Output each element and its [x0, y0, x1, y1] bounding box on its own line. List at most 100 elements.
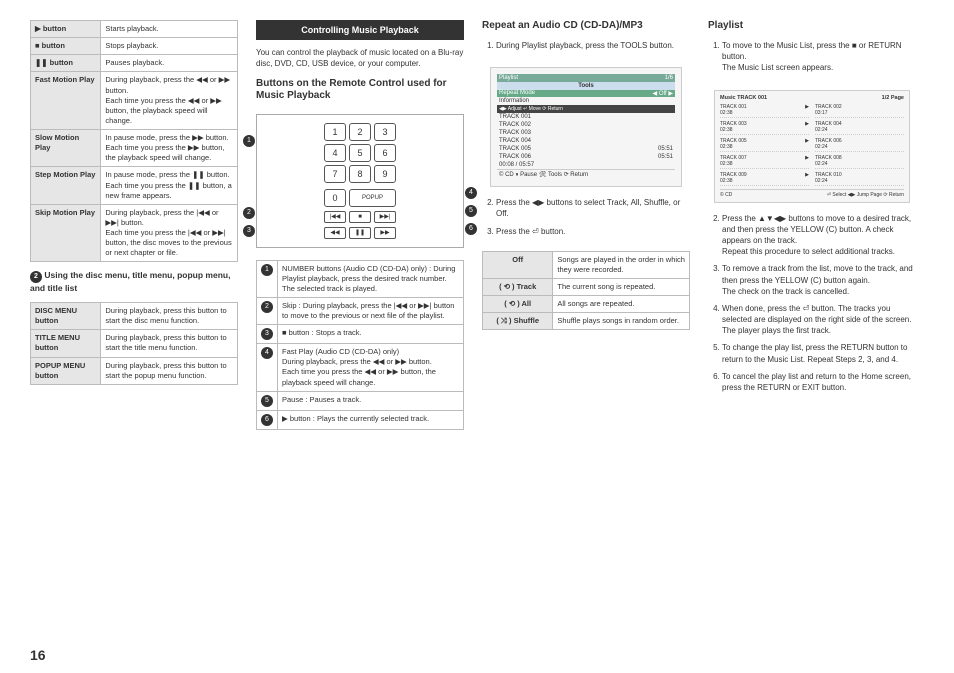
tools-screen-mock: Playlist1/6 Tools Repeat Mode◀ Off ▶ Inf…	[490, 67, 682, 187]
callout-desc: Skip : During playback, press the |◀◀ or…	[278, 297, 464, 324]
remote-ctrl-key: ▶▶	[374, 227, 396, 239]
controlling-music-heading: Controlling Music Playback	[256, 20, 464, 40]
tl-track-name: TRACK 01002:24	[815, 172, 842, 184]
screen-track: TRACK 002	[499, 122, 531, 128]
screen-track: TRACK 003	[499, 130, 531, 136]
screen-hint: ◀▶ Adjust ↵ Move ⟳ Return	[499, 106, 563, 112]
column-4: Playlist To move to the Music List, pres…	[708, 20, 916, 430]
remote-key-4: 4	[324, 144, 346, 162]
screen-track: TRACK 004	[499, 138, 531, 144]
screen-playlist-label: Playlist	[499, 75, 518, 81]
remote-key-8: 8	[349, 165, 371, 183]
callout-desc: Fast Play (Audio CD (CD-DA) only) During…	[278, 344, 464, 392]
remote-ctrl-key: ▶▶|	[374, 211, 396, 223]
repeat-mode-label: Off	[483, 251, 553, 278]
playback-row-desc: During playback, press the |◀◀ or ▶▶| bu…	[101, 204, 238, 262]
screen-timebar: 00:08 / 05:57	[499, 162, 534, 168]
column-1: ▶ button Starts playback.■ button Stops …	[30, 20, 238, 430]
tl-footer-r: ⏎ Select ◀▶ Jump Page ⟳ Return	[827, 192, 904, 198]
callout-2: 2	[243, 207, 255, 219]
remote-key-1: 1	[324, 123, 346, 141]
playback-row-desc: In pause mode, press the ▶▶ button. Each…	[101, 130, 238, 167]
tl-track-name: TRACK 00502:38	[720, 138, 747, 150]
repeat-steps-23: Press the ◀▶ buttons to select Track, Al…	[482, 197, 690, 243]
screen-track-time: 05:51	[658, 154, 673, 160]
callout-6: 6	[465, 223, 477, 235]
remote-key-9: 9	[374, 165, 396, 183]
repeat-step-1: During Playlist playback, press the TOOL…	[496, 41, 674, 50]
callout-idx: 4	[257, 344, 278, 392]
repeat-mode-desc: All songs are repeated.	[553, 296, 690, 313]
repeat-mode-desc: Songs are played in the order in which t…	[553, 251, 690, 278]
callout-desc: NUMBER buttons (Audio CD (CD-DA) only) :…	[278, 260, 464, 297]
playlist-steps-2-6: Press the ▲▼◀▶ buttons to move to a desi…	[708, 213, 916, 400]
tl-track-name: TRACK 00602:24	[815, 138, 842, 150]
playback-row-label: Skip Motion Play	[31, 204, 101, 262]
screen-footer: © CD ⏸ Pause 🛠 Tools ⟳ Return	[499, 171, 588, 179]
callout-4: 4	[465, 187, 477, 199]
playback-row-label: Step Motion Play	[31, 167, 101, 204]
playback-row-desc: Pauses playback.	[101, 55, 238, 72]
remote-ctrl-key: ■	[349, 211, 371, 223]
repeat-mode-label: ( ⟲ ) Track	[483, 279, 553, 296]
remote-key-0: 0	[324, 189, 346, 207]
music-list-screen-mock: Music TRACK 001 1/2 Page TRACK 00102:38▶…	[714, 90, 910, 203]
remote-key-2: 2	[349, 123, 371, 141]
playback-row-desc: During playback, press the ◀◀ or ▶▶ butt…	[101, 72, 238, 130]
controlling-music-intro: You can control the playback of music lo…	[256, 48, 464, 70]
playback-row-desc: Starts playback.	[101, 21, 238, 38]
menu-row-label: DISC MENU button	[31, 303, 101, 330]
playback-row-label: ▶ button	[31, 21, 101, 38]
tl-track-name: TRACK 00702:38	[720, 155, 747, 167]
remote-key-6: 6	[374, 144, 396, 162]
callout-desc: ▶ button : Plays the currently selected …	[278, 410, 464, 429]
remote-callout-table: 1 NUMBER buttons (Audio CD (CD-DA) only)…	[256, 260, 464, 430]
page-columns: ▶ button Starts playback.■ button Stops …	[30, 20, 924, 430]
remote-key-7: 7	[324, 165, 346, 183]
tl-track-name: TRACK 00203:17	[815, 104, 842, 116]
menu-row-desc: During playback, press this button to st…	[101, 303, 238, 330]
repeat-steps-1: During Playlist playback, press the TOOL…	[482, 40, 690, 57]
repeat-mode-label: ( ⟲ ) All	[483, 296, 553, 313]
menu-row-label: POPUP MENU button	[31, 357, 101, 384]
repeat-modes-table: Off Songs are played in the order in whi…	[482, 251, 690, 331]
callout-5: 5	[465, 205, 477, 217]
remote-ctrl-row-2: ◀◀❚❚▶▶	[324, 227, 396, 239]
callout-1: 1	[243, 135, 255, 147]
playback-row-label: ❚❚ button	[31, 55, 101, 72]
callout-idx: 3	[257, 325, 278, 344]
repeat-step-3: Press the ⏎ button.	[496, 227, 565, 236]
callout-idx: 6	[257, 410, 278, 429]
remote-ctrl-key: ◀◀	[324, 227, 346, 239]
callout-desc: Pause : Pauses a track.	[278, 391, 464, 410]
screen-information: Information	[499, 98, 529, 104]
tl-track-name: TRACK 00102:38	[720, 104, 747, 116]
playlist-step-5: To change the play list, press the RETUR…	[722, 343, 907, 363]
playlist-step-2: Press the ▲▼◀▶ buttons to move to a desi…	[722, 214, 911, 257]
screen-repeat-off: ◀ Off ▶	[653, 90, 673, 97]
page-number: 16	[30, 647, 46, 663]
column-3: Repeat an Audio CD (CD-DA)/MP3 During Pl…	[482, 20, 690, 430]
remote-key-popup: POPUP	[349, 189, 396, 207]
tl-page: 1/2 Page	[882, 95, 904, 101]
screen-tools-label: Tools	[578, 83, 594, 89]
screen-track: TRACK 006	[499, 154, 531, 160]
repeat-mode-label: ( ⤨ ) Shuffle	[483, 313, 553, 330]
callout-idx: 5	[257, 391, 278, 410]
playlist-step-1-list: To move to the Music List, press the ■ o…	[708, 40, 916, 80]
screen-track: TRACK 001	[499, 114, 531, 120]
repeat-heading: Repeat an Audio CD (CD-DA)/MP3	[482, 20, 690, 32]
repeat-step-2: Press the ◀▶ buttons to select Track, Al…	[496, 198, 680, 218]
menu-row-label: TITLE MENU button	[31, 330, 101, 357]
playlist-step-3: To remove a track from the list, move to…	[722, 264, 913, 295]
remote-ctrl-key: |◀◀	[324, 211, 346, 223]
tl-title: Music TRACK 001	[720, 95, 767, 101]
playlist-step-6: To cancel the play list and return to th…	[722, 372, 911, 392]
callout-idx: 2	[257, 297, 278, 324]
remote-control-diagram: 1 2 3 4 5 6 123456789 0 POPUP |◀◀■▶▶| ◀◀…	[256, 114, 464, 248]
heading-bullet-2: 2	[30, 271, 42, 283]
callout-idx: 1	[257, 260, 278, 297]
menu-row-desc: During playback, press this button to st…	[101, 330, 238, 357]
screen-repeat-mode: Repeat Mode	[499, 90, 535, 97]
tl-track-name: TRACK 00802:24	[815, 155, 842, 167]
